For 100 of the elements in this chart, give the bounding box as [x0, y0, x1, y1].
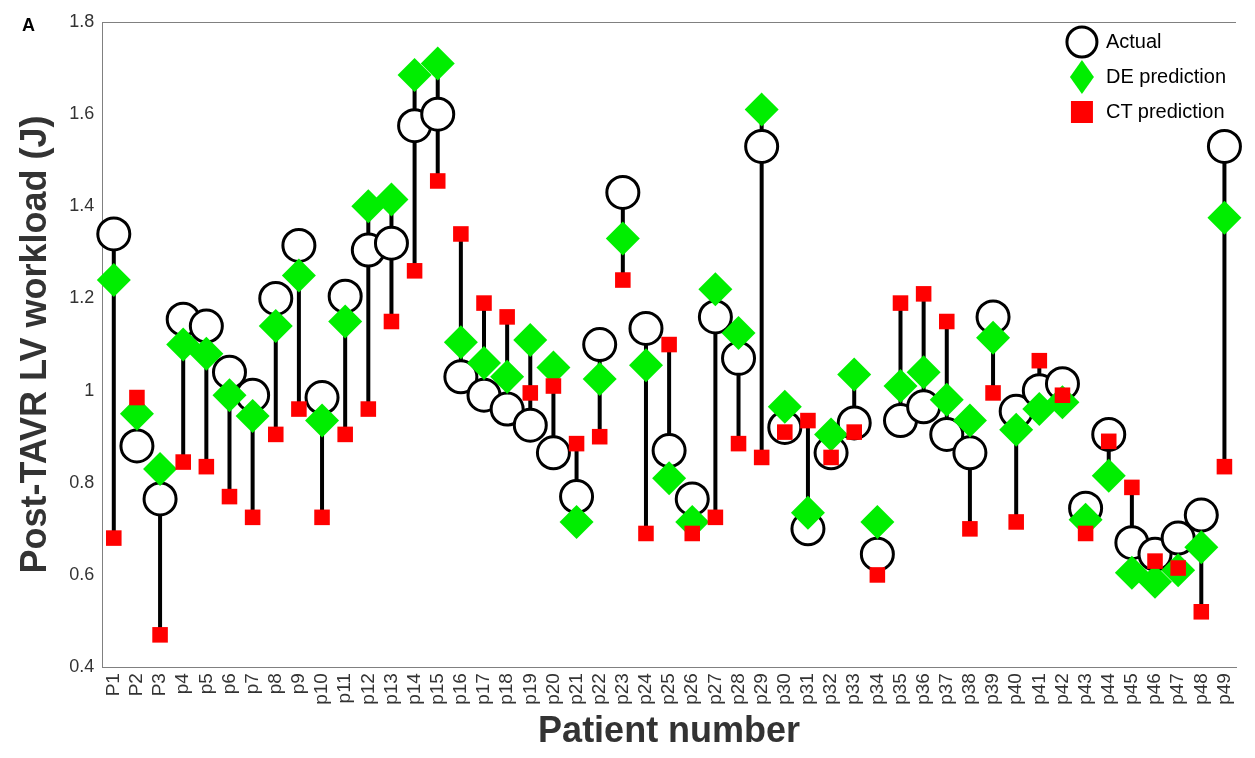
point	[915, 286, 932, 302]
point	[568, 435, 585, 452]
point	[244, 509, 261, 526]
x-tick-label: p37	[935, 673, 957, 705]
point	[952, 435, 988, 471]
point	[476, 295, 492, 311]
x-tick-label: p19	[518, 673, 540, 705]
point	[189, 336, 224, 371]
point	[212, 378, 247, 413]
point	[559, 479, 595, 515]
point	[651, 433, 687, 469]
point	[258, 309, 293, 344]
x-tick-label: p27	[703, 673, 725, 705]
x-tick-label: p43	[1073, 673, 1095, 705]
x-tick-label: p7	[240, 673, 262, 695]
point	[106, 530, 122, 546]
point	[1193, 604, 1210, 620]
point	[420, 46, 455, 81]
point	[985, 385, 1001, 401]
point	[1184, 530, 1219, 565]
x-tick-label: p30	[773, 673, 795, 705]
x-tick-label: p16	[449, 673, 471, 705]
point	[467, 345, 502, 380]
x-tick-label: p42	[1050, 673, 1072, 705]
x-tick-label: P2	[125, 673, 147, 697]
point	[351, 189, 386, 224]
point	[892, 295, 909, 311]
x-tick-label: p25	[657, 673, 679, 705]
point	[883, 369, 918, 404]
x-tick-label: p11	[333, 673, 355, 704]
x-tick-label: p28	[726, 673, 748, 705]
point	[929, 382, 964, 417]
point	[281, 227, 317, 263]
point	[281, 258, 316, 293]
point	[1207, 200, 1242, 235]
point	[869, 567, 886, 583]
y-tick-label: 1.2	[69, 287, 95, 308]
x-tick-label: p33	[842, 673, 864, 705]
point	[545, 378, 562, 394]
point	[397, 57, 432, 92]
x-tick-label: p39	[981, 673, 1003, 705]
point	[790, 495, 825, 530]
point	[221, 488, 238, 505]
point	[929, 416, 965, 452]
x-tick-label: p21	[564, 673, 586, 705]
point	[753, 449, 770, 466]
point	[522, 385, 539, 401]
point	[96, 216, 132, 252]
legend-label: Actual	[1105, 29, 1162, 52]
x-tick-label: P3	[148, 673, 170, 697]
point	[512, 407, 548, 443]
point	[559, 504, 594, 539]
point	[846, 424, 862, 440]
x-tick-label: p13	[379, 673, 401, 705]
point	[305, 403, 340, 438]
x-axis-title: Patient number	[538, 709, 801, 751]
point	[373, 225, 409, 261]
x-tick-label: p38	[958, 673, 980, 705]
x-tick-label: p35	[888, 673, 910, 705]
point	[767, 389, 802, 424]
point	[1022, 392, 1057, 427]
x-tick-label: p15	[425, 673, 447, 705]
point	[1216, 458, 1233, 475]
point	[697, 299, 733, 335]
point	[258, 280, 294, 316]
x-tick-label: p40	[1004, 673, 1026, 705]
point	[489, 391, 525, 427]
x-tick-label: p24	[634, 672, 656, 705]
point	[707, 509, 724, 526]
point	[628, 310, 664, 346]
x-tick-label: p23	[611, 673, 633, 705]
legend-label: DE prediction	[1105, 64, 1226, 87]
x-tick-label: p46	[1143, 673, 1165, 705]
point	[383, 313, 400, 330]
text: A	[22, 14, 35, 35]
x-tick-label: p12	[356, 673, 378, 705]
point	[814, 417, 849, 452]
point	[360, 401, 377, 417]
x-tick-label: p6	[217, 673, 239, 695]
x-tick-label: p4	[171, 672, 193, 695]
y-tick-label: 1	[84, 379, 95, 400]
point	[1183, 497, 1219, 533]
x-tick-label: p20	[541, 673, 563, 705]
x-tick-label: p48	[1189, 673, 1211, 705]
point	[582, 362, 617, 397]
point	[730, 435, 747, 452]
x-tick-label: p10	[310, 673, 332, 705]
x-tick-label: p22	[587, 673, 609, 705]
y-tick-label: 0.8	[69, 471, 95, 492]
x-tick-label: p5	[194, 673, 216, 695]
x-tick-label: p41	[1027, 673, 1049, 705]
point	[314, 509, 330, 526]
x-tick-label: p32	[819, 673, 841, 705]
point	[652, 461, 687, 496]
x-tick-label: p26	[680, 673, 702, 705]
point	[129, 389, 145, 406]
point	[453, 226, 469, 242]
point	[198, 458, 215, 475]
point	[615, 272, 631, 288]
point	[906, 355, 941, 390]
